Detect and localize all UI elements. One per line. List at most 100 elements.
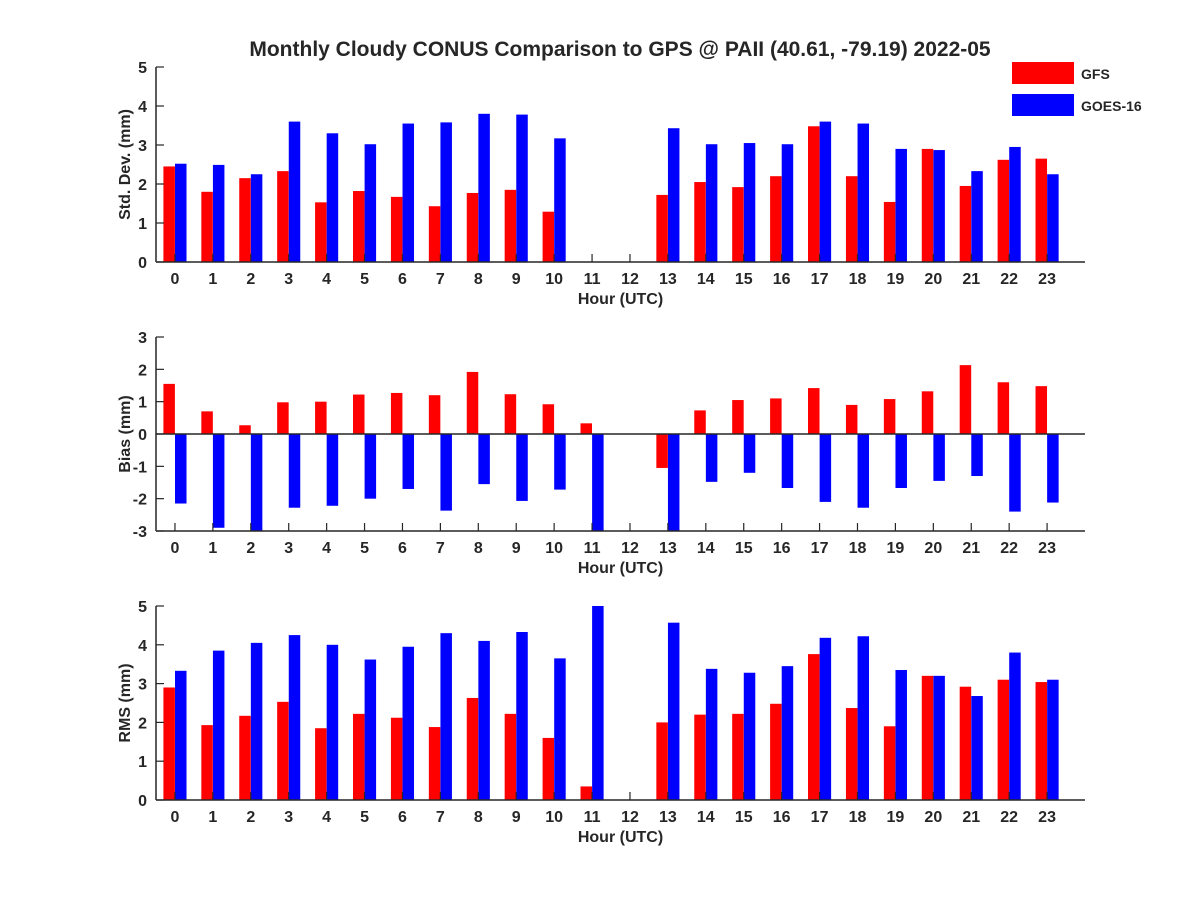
- figure: Monthly Cloudy CONUS Comparison to GPS @…: [0, 0, 1200, 900]
- bar-rms-goes16-23: [1047, 680, 1059, 800]
- x-tick-label-bias: 1: [208, 540, 217, 557]
- bar-stddev-goes16-14: [706, 144, 718, 262]
- bar-bias-gfs-6: [391, 393, 403, 434]
- bar-rms-goes16-13: [668, 623, 680, 800]
- x-tick-label-rms: 20: [924, 809, 942, 826]
- x-tick-label-bias: 23: [1038, 540, 1056, 557]
- bar-stddev-goes16-18: [858, 124, 870, 262]
- bar-rms-gfs-14: [694, 715, 706, 800]
- x-tick-label-stddev: 5: [360, 271, 369, 288]
- bar-bias-goes16-4: [327, 434, 339, 506]
- bar-stddev-goes16-3: [289, 122, 301, 262]
- bar-rms-goes16-17: [820, 638, 832, 800]
- bar-stddev-gfs-19: [884, 202, 896, 262]
- x-tick-label-rms: 23: [1038, 809, 1056, 826]
- bar-rms-gfs-5: [353, 714, 365, 800]
- x-tick-label-bias: 6: [398, 540, 407, 557]
- bar-rms-gfs-15: [732, 714, 744, 800]
- bar-stddev-goes16-4: [327, 133, 339, 262]
- x-tick-label-bias: 15: [735, 540, 753, 557]
- bar-rms-goes16-15: [744, 673, 756, 800]
- x-tick-label-rms: 3: [284, 809, 293, 826]
- bar-rms-gfs-17: [808, 654, 820, 800]
- bar-bias-gfs-17: [808, 388, 820, 434]
- bar-rms-gfs-18: [846, 708, 858, 800]
- x-tick-label-bias: 3: [284, 540, 293, 557]
- bar-rms-goes16-5: [365, 660, 377, 800]
- bar-stddev-goes16-23: [1047, 174, 1059, 262]
- bar-bias-goes16-23: [1047, 434, 1059, 503]
- bar-stddev-gfs-23: [1036, 159, 1048, 262]
- x-tick-label-stddev: 7: [436, 271, 445, 288]
- bar-bias-goes16-16: [782, 434, 794, 488]
- x-tick-label-stddev: 18: [849, 271, 867, 288]
- bar-rms-gfs-16: [770, 704, 782, 800]
- x-tick-label-stddev: 10: [545, 271, 563, 288]
- bar-rms-gfs-4: [315, 728, 327, 800]
- bar-stddev-gfs-15: [732, 187, 744, 262]
- y-axis-label-stddev: Std. Dev. (mm): [117, 109, 134, 220]
- bar-stddev-goes16-16: [782, 144, 794, 262]
- bar-stddev-gfs-18: [846, 176, 858, 262]
- x-tick-label-rms: 22: [1000, 809, 1018, 826]
- x-tick-label-rms: 1: [208, 809, 217, 826]
- x-axis-label-bias: Hour (UTC): [578, 560, 663, 577]
- x-tick-label-stddev: 15: [735, 271, 753, 288]
- bar-bias-goes16-0: [175, 434, 187, 504]
- bar-stddev-gfs-8: [467, 193, 479, 262]
- x-tick-label-rms: 6: [398, 809, 407, 826]
- bar-stddev-gfs-16: [770, 176, 782, 262]
- y-axis-label-rms: RMS (mm): [117, 663, 134, 742]
- bar-rms-gfs-23: [1036, 682, 1048, 800]
- bar-stddev-goes16-5: [365, 144, 377, 262]
- bar-bias-gfs-2: [239, 425, 251, 434]
- bar-bias-goes16-8: [478, 434, 490, 484]
- bar-stddev-gfs-14: [694, 182, 706, 262]
- bar-stddev-goes16-2: [251, 174, 263, 262]
- x-tick-label-rms: 10: [545, 809, 563, 826]
- bar-rms-goes16-10: [554, 658, 566, 800]
- bar-rms-goes16-0: [175, 671, 187, 800]
- y-tick-label-rms: 2: [138, 715, 147, 732]
- bar-rms-goes16-2: [251, 643, 263, 800]
- bar-rms-goes16-1: [213, 651, 225, 800]
- x-tick-label-rms: 14: [697, 809, 715, 826]
- x-tick-label-bias: 16: [773, 540, 791, 557]
- x-tick-label-stddev: 6: [398, 271, 407, 288]
- bar-bias-goes16-6: [403, 434, 415, 489]
- bar-bias-gfs-11: [581, 423, 593, 434]
- x-axis-label-rms: Hour (UTC): [578, 829, 663, 846]
- y-tick-label-rms: 1: [138, 754, 147, 771]
- bar-rms-gfs-9: [505, 714, 517, 800]
- x-tick-label-rms: 12: [621, 809, 639, 826]
- legend-swatch-gfs: [1012, 62, 1074, 84]
- x-tick-label-stddev: 14: [697, 271, 715, 288]
- x-tick-label-bias: 12: [621, 540, 639, 557]
- x-tick-label-stddev: 9: [512, 271, 521, 288]
- bar-bias-gfs-0: [163, 384, 175, 434]
- bar-stddev-goes16-10: [554, 138, 566, 262]
- bar-bias-gfs-20: [922, 391, 934, 434]
- x-tick-label-stddev: 20: [924, 271, 942, 288]
- bar-stddev-goes16-17: [820, 122, 832, 262]
- legend-label-gfs: GFS: [1081, 66, 1110, 82]
- y-tick-label-bias: -2: [133, 492, 147, 509]
- bar-bias-gfs-16: [770, 398, 782, 434]
- x-tick-label-rms: 15: [735, 809, 753, 826]
- x-tick-label-stddev: 8: [474, 271, 483, 288]
- bar-stddev-goes16-19: [895, 149, 907, 262]
- y-tick-label-bias: 1: [138, 395, 147, 412]
- y-tick-label-stddev: 3: [138, 138, 147, 155]
- bar-rms-gfs-22: [998, 680, 1010, 800]
- x-tick-label-stddev: 2: [246, 271, 255, 288]
- bar-bias-goes16-1: [213, 434, 225, 528]
- bar-bias-goes16-18: [858, 434, 870, 508]
- bar-bias-goes16-14: [706, 434, 718, 482]
- bar-stddev-goes16-21: [971, 171, 983, 262]
- bar-rms-gfs-8: [467, 698, 479, 800]
- x-tick-label-bias: 14: [697, 540, 715, 557]
- bar-stddev-gfs-10: [543, 212, 555, 262]
- x-tick-label-rms: 21: [962, 809, 980, 826]
- y-tick-label-stddev: 5: [138, 60, 147, 77]
